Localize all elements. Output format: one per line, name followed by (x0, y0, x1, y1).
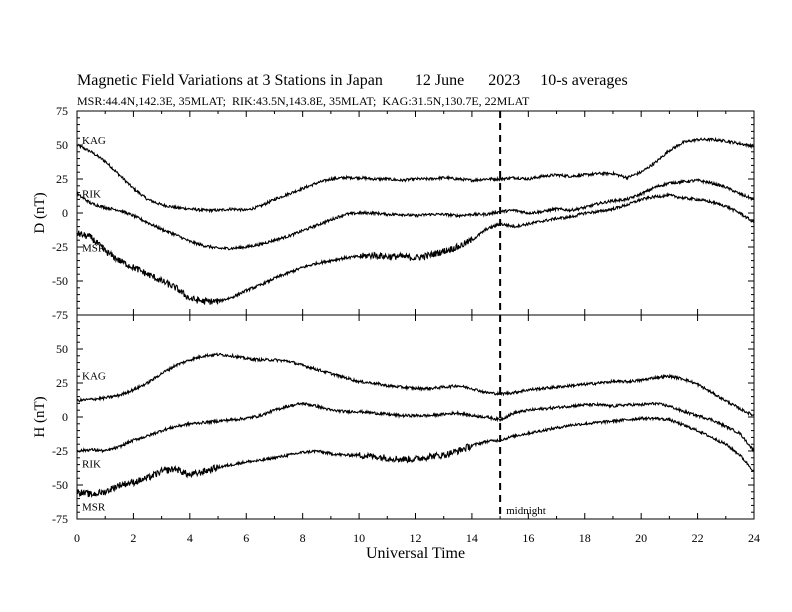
x-tick-label: 8 (300, 531, 306, 545)
series-label-D-kag: KAG (82, 135, 106, 147)
midnight-label: midnight (506, 505, 546, 517)
y-tick-label: 50 (56, 342, 68, 356)
stations-subtitle: MSR:44.4N,142.3E, 35MLAT; RIK:43.5N,143.… (77, 94, 530, 108)
series-line-H-kag (76, 352, 755, 417)
averaging-text: 10-s averages (540, 72, 628, 89)
series-label-D-rik: RIK (82, 188, 101, 200)
x-tick-label: 24 (748, 531, 760, 545)
x-tick-label: 6 (243, 531, 249, 545)
x-tick-label: 20 (635, 531, 647, 545)
y-tick-label: -75 (52, 512, 68, 526)
series-line-D-kag (76, 136, 755, 214)
x-tick-label: 14 (466, 531, 478, 545)
series-label-H-msr: MSR (82, 502, 106, 514)
x-tick-label: 16 (522, 531, 534, 545)
x-tick-label: 18 (579, 531, 591, 545)
series-line-D-msr (76, 192, 755, 305)
y-tick-label: 25 (56, 172, 68, 186)
y-tick-label: 0 (62, 410, 68, 424)
x-tick-label: 4 (187, 531, 193, 545)
x-tick-label: 12 (410, 531, 422, 545)
series-line-H-rik (76, 401, 755, 454)
y-tick-label: -25 (52, 444, 68, 458)
series-label-D-msr: MSR (82, 242, 106, 254)
y-axis-label-D: D (nT) (32, 192, 48, 233)
series-line-H-msr (76, 415, 755, 498)
y-tick-label: -50 (52, 274, 68, 288)
series-line-D-rik (76, 178, 755, 251)
y-tick-label: 50 (56, 138, 68, 152)
date-text: 12 June (414, 72, 465, 89)
series-label-H-kag: KAG (82, 370, 106, 382)
title-text: Magnetic Field Variations at 3 Stations … (77, 72, 383, 89)
series-label-H-rik: RIK (82, 459, 101, 471)
x-tick-label: 2 (130, 531, 136, 545)
y-tick-label: 75 (56, 104, 68, 118)
year-text: 2023 (488, 72, 521, 89)
y-tick-label: -50 (52, 478, 68, 492)
y-tick-label: -75 (52, 308, 68, 322)
y-axis-label-H: H (nT) (32, 396, 48, 437)
panel-frame-D (76, 110, 755, 316)
x-tick-label: 10 (353, 531, 365, 545)
x-tick-label: 0 (74, 531, 80, 545)
x-axis-label: Universal Time (366, 545, 465, 562)
chart-title: Magnetic Field Variations at 3 Stations … (77, 72, 628, 90)
x-tick-label: 22 (692, 531, 704, 545)
y-tick-label: 25 (56, 376, 68, 390)
y-tick-label: -25 (52, 240, 68, 254)
y-tick-label: 0 (62, 206, 68, 220)
